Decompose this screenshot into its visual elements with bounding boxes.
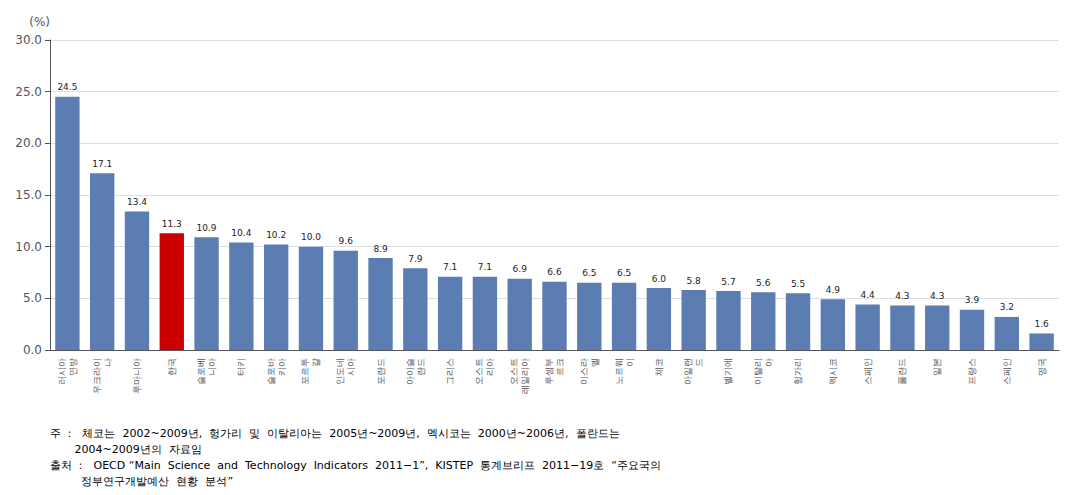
svg-text:5.7: 5.7: [721, 277, 735, 287]
svg-text:20.0: 20.0: [15, 136, 42, 150]
svg-text:이: 이: [625, 358, 635, 367]
svg-text:출처 ： OECD “Main Science and: 출처 ： OECD “Main Science and Technology I…: [50, 459, 661, 472]
svg-text:아이슬: 아이슬: [405, 358, 415, 385]
svg-text:나: 나: [103, 358, 113, 367]
svg-text:7.1: 7.1: [443, 262, 457, 272]
svg-text:5.6: 5.6: [756, 278, 771, 288]
svg-text:오스트: 오스트: [509, 358, 519, 385]
svg-text:6.5: 6.5: [617, 268, 631, 278]
svg-text:레일리아: 레일리아: [520, 358, 530, 394]
svg-text:6.6: 6.6: [547, 267, 562, 277]
svg-text:10.0: 10.0: [15, 240, 42, 254]
svg-text:체코: 체코: [654, 358, 664, 376]
svg-text:그리스: 그리스: [445, 358, 455, 385]
svg-text:드: 드: [694, 358, 704, 367]
svg-text:7.1: 7.1: [478, 262, 492, 272]
svg-text:헝가리: 헝가리: [793, 358, 803, 385]
svg-text:(%): (%): [29, 15, 50, 29]
svg-text:엘: 엘: [590, 358, 600, 367]
svg-text:스페인: 스페인: [1002, 358, 1012, 385]
svg-text:15.0: 15.0: [15, 188, 42, 202]
svg-text:멕시코: 멕시코: [828, 358, 838, 385]
svg-text:터키: 터키: [236, 358, 246, 376]
svg-text:4.4: 4.4: [860, 290, 875, 300]
svg-text:오스트: 오스트: [474, 358, 484, 385]
svg-text:포란드: 포란드: [376, 358, 386, 385]
svg-text:10.2: 10.2: [266, 230, 286, 240]
svg-text:4.9: 4.9: [826, 285, 841, 295]
svg-text:11.3: 11.3: [162, 219, 182, 229]
svg-text:4.3: 4.3: [930, 291, 944, 301]
svg-text:인도네: 인도네: [335, 358, 345, 385]
svg-text:7.9: 7.9: [408, 254, 423, 264]
svg-text:키아: 키아: [277, 358, 287, 376]
svg-text:시아: 시아: [346, 358, 356, 376]
svg-text:갈: 갈: [311, 358, 321, 367]
svg-text:17.1: 17.1: [92, 159, 112, 169]
svg-text:폴란드: 폴란드: [897, 358, 907, 385]
svg-text:30.0: 30.0: [15, 33, 42, 47]
svg-text:영국: 영국: [1037, 358, 1047, 376]
svg-text:6.5: 6.5: [582, 268, 596, 278]
svg-text:주 ： 체코는 2002~2009년, 헝가리 및: 주 ： 체코는 2002~2009년, 헝가리 및 이탈리아는 2005년~20…: [50, 427, 620, 440]
svg-text:프랑스: 프랑스: [967, 358, 977, 385]
svg-text:10.0: 10.0: [301, 232, 321, 242]
svg-text:루셈부: 루셈부: [544, 358, 554, 385]
svg-text:리아: 리아: [485, 358, 495, 376]
svg-text:이탈리: 이탈리: [753, 358, 763, 385]
svg-text:벨기에: 벨기에: [723, 358, 733, 385]
svg-text:이스라: 이스라: [579, 358, 589, 385]
svg-text:1.6: 1.6: [1034, 319, 1049, 329]
svg-text:연방: 연방: [68, 358, 78, 376]
svg-text:3.9: 3.9: [965, 295, 980, 305]
svg-text:슬로바: 슬로바: [266, 358, 276, 385]
svg-text:0.0: 0.0: [23, 343, 42, 357]
svg-text:10.9: 10.9: [197, 223, 217, 233]
svg-text:스페인: 스페인: [863, 358, 873, 385]
svg-text:10.4: 10.4: [231, 228, 251, 238]
svg-text:5.0: 5.0: [23, 291, 42, 305]
svg-text:5.8: 5.8: [687, 276, 702, 286]
svg-text:포르투: 포르투: [300, 358, 310, 385]
svg-text:루마니아: 루마니아: [132, 358, 142, 394]
svg-text:24.5: 24.5: [57, 82, 77, 92]
svg-text:2004~2009년의 자료임: 2004~2009년의 자료임: [50, 443, 202, 456]
svg-text:슬로베: 슬로베: [196, 358, 206, 385]
svg-text:아일랜: 아일랜: [683, 358, 693, 385]
svg-text:아: 아: [764, 358, 774, 367]
svg-text:13.4: 13.4: [127, 197, 147, 207]
svg-text:러시아: 러시아: [57, 358, 67, 385]
svg-text:5.5: 5.5: [791, 279, 805, 289]
svg-text:란드: 란드: [416, 358, 426, 376]
svg-text:일본: 일본: [932, 358, 942, 376]
svg-text:6.9: 6.9: [513, 264, 528, 274]
svg-text:노르웨: 노르웨: [614, 358, 624, 385]
svg-text:우크라이: 우크라이: [92, 358, 102, 394]
svg-text:6.0: 6.0: [652, 274, 667, 284]
svg-text:9.6: 9.6: [339, 236, 354, 246]
svg-text:25.0: 25.0: [15, 85, 42, 99]
svg-text:니아: 니아: [207, 358, 217, 376]
svg-text:4.3: 4.3: [895, 291, 909, 301]
svg-text:르크: 르크: [555, 358, 565, 376]
svg-text:한국: 한국: [167, 358, 177, 376]
svg-text:8.9: 8.9: [373, 244, 388, 254]
svg-text:정부연구개발예산 현황 분석”: 정부연구개발예산 현황 분석”: [50, 475, 233, 488]
svg-text:3.2: 3.2: [1000, 302, 1014, 312]
